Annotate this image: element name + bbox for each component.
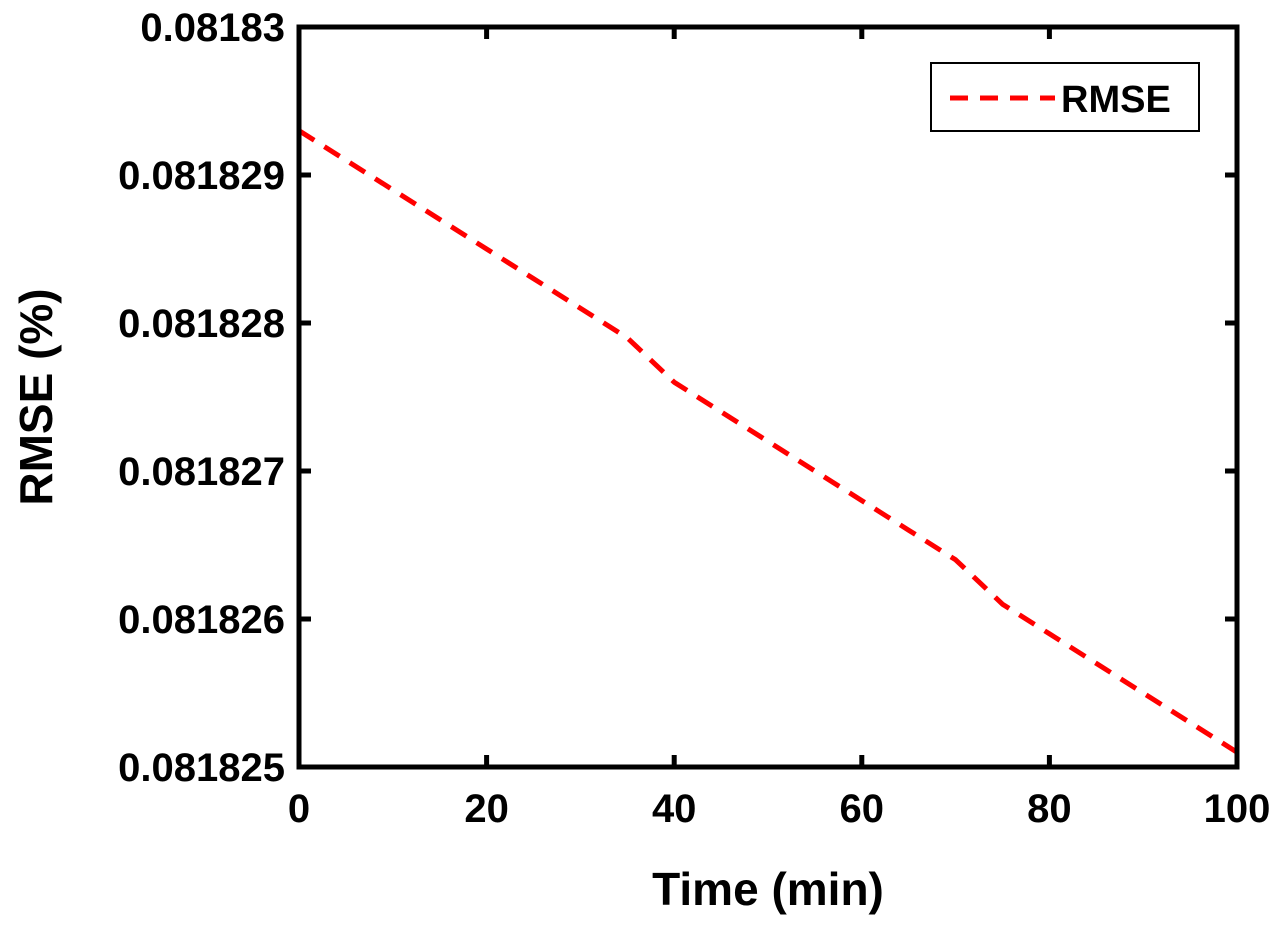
y-tick-label: 0.081829 [118,154,285,198]
x-tick-label: 100 [1204,787,1271,831]
x-tick-label: 0 [288,787,310,831]
y-axis-label: RMSE (%) [10,288,62,505]
series-line-rmse [297,128,1239,755]
y-tick-label: 0.081828 [118,302,285,346]
x-tick-label: 60 [840,787,885,831]
legend-box [930,62,1200,132]
axis-ticks [296,24,1240,770]
axes-box [296,24,1240,770]
x-tick-label: 40 [652,787,697,831]
y-tick-label: 0.081826 [118,598,285,642]
x-tick-label: 80 [1027,787,1072,831]
legend: RMSE [930,62,1200,132]
tick-labels: 0 20 40 60 80 100 0.081825 0.081826 0.081827 0.08… [118,6,1270,831]
plot-area [296,24,1240,770]
x-tick-label: 20 [464,787,509,831]
x-axis-label: Time (min) [652,863,884,915]
y-tick-label: 0.081825 [118,746,285,790]
y-tick-label: 0.081827 [118,450,285,494]
y-tick-label: 0.08183 [140,6,285,50]
legend-label-rmse: RMSE [1061,79,1171,121]
